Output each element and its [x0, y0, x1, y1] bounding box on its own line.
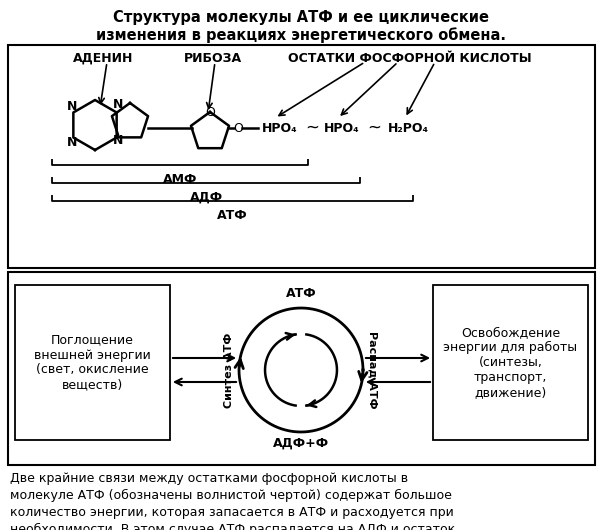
- Text: O: O: [205, 105, 215, 119]
- Text: O: O: [233, 121, 243, 135]
- Text: H₂PO₄: H₂PO₄: [388, 121, 429, 135]
- Text: АТФ: АТФ: [286, 287, 317, 300]
- Text: N: N: [67, 137, 77, 149]
- Text: АДФ: АДФ: [189, 191, 223, 204]
- Text: Поглощение
внешней энергии
(свет, окисление
веществ): Поглощение внешней энергии (свет, окисле…: [34, 333, 151, 392]
- FancyBboxPatch shape: [8, 272, 595, 465]
- Text: Синтез АТФ: Синтез АТФ: [224, 332, 234, 408]
- Text: HPO₄: HPO₄: [262, 121, 298, 135]
- Text: Распад АТФ: Распад АТФ: [368, 331, 378, 409]
- Text: АТФ: АТФ: [216, 209, 247, 222]
- Text: N: N: [113, 135, 123, 147]
- Text: HPO₄: HPO₄: [324, 121, 360, 135]
- Text: N: N: [67, 101, 77, 113]
- FancyBboxPatch shape: [15, 285, 170, 440]
- FancyBboxPatch shape: [433, 285, 588, 440]
- Text: АМФ: АМФ: [163, 173, 197, 186]
- Text: АДФ+Ф: АДФ+Ф: [273, 437, 329, 450]
- Text: РИБОЗА: РИБОЗА: [184, 52, 242, 65]
- Text: Структура молекулы АТФ и ее циклические
изменения в реакциях энергетического обм: Структура молекулы АТФ и ее циклические …: [96, 10, 506, 43]
- Text: ОСТАТКИ ФОСФОРНОЙ КИСЛОТЫ: ОСТАТКИ ФОСФОРНОЙ КИСЛОТЫ: [288, 52, 532, 65]
- Text: ~: ~: [305, 119, 319, 137]
- Text: Освобождение
энергии для работы
(синтезы,
транспорт,
движение): Освобождение энергии для работы (синтезы…: [443, 326, 578, 399]
- Text: АДЕНИН: АДЕНИН: [73, 52, 133, 65]
- Text: ~: ~: [367, 119, 381, 137]
- FancyBboxPatch shape: [8, 45, 595, 268]
- Text: Две крайние связи между остатками фосфорной кислоты в
молекуле АТФ (обозначены в: Две крайние связи между остатками фосфор…: [10, 472, 455, 530]
- Text: N: N: [113, 99, 123, 111]
